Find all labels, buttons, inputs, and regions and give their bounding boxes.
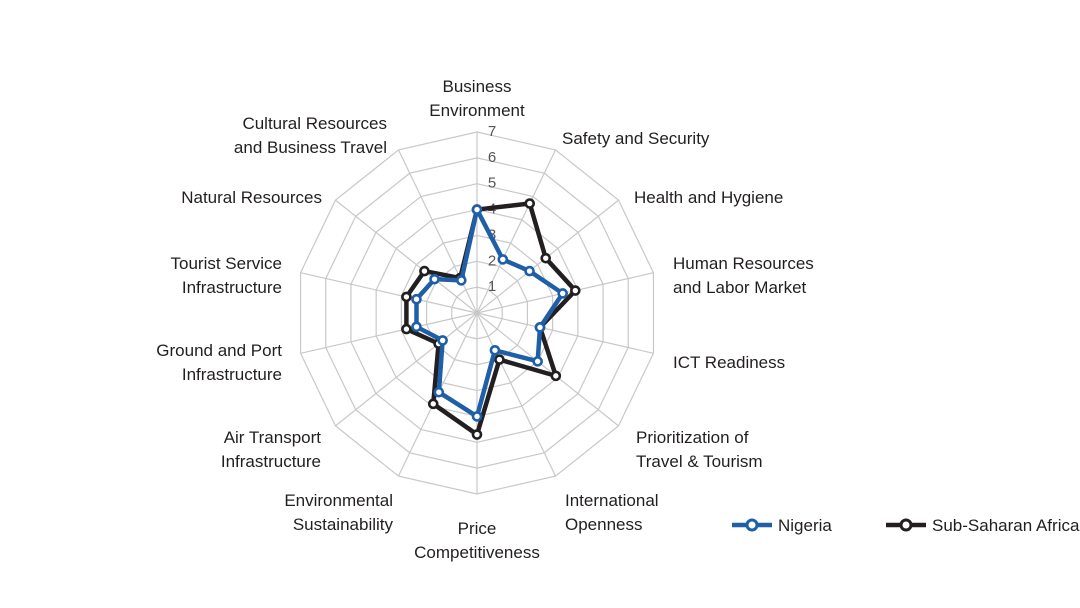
tick-label: 2 — [488, 252, 496, 269]
data-point — [411, 293, 422, 305]
data-point — [540, 252, 552, 264]
legend-swatch-marker — [745, 518, 759, 532]
tick-label: 6 — [488, 149, 496, 166]
category-label: Tourist Service Infrastructure — [171, 254, 282, 297]
data-point — [437, 335, 448, 346]
legend-item: Nigeria — [732, 516, 832, 535]
data-point — [471, 204, 483, 215]
category-label: Natural Resources — [181, 188, 322, 207]
category-label: Health and Hygiene — [634, 188, 783, 207]
data-point — [550, 370, 562, 382]
category-label: Cultural Resources and Business Travel — [234, 114, 387, 157]
category-label: Price Competitiveness — [414, 519, 540, 562]
legend-swatch-marker — [899, 518, 913, 532]
grid-spoke — [476, 312, 654, 354]
data-point — [524, 198, 536, 209]
data-point — [497, 254, 509, 265]
data-point — [524, 265, 535, 277]
category-label: International Openness — [565, 491, 659, 534]
legend-label: Nigeria — [778, 516, 832, 535]
data-point — [494, 354, 505, 365]
data-point — [433, 386, 445, 398]
legend: Nigeria Sub-Saharan Africa — [732, 516, 1080, 535]
data-point — [455, 275, 467, 286]
data-point — [471, 429, 483, 440]
grid-spoke — [476, 312, 619, 427]
legend-item: Sub-Saharan Africa — [886, 516, 1080, 535]
tick-label: 5 — [488, 175, 496, 192]
data-point — [557, 288, 569, 299]
category-labels: Business Environment Safety and Security He… — [156, 77, 813, 562]
data-point — [489, 344, 501, 356]
category-label: Environmental Sustainability — [284, 491, 393, 534]
category-label: Human Resources and Labor Market — [673, 254, 814, 297]
data-point — [401, 291, 412, 303]
grid-spoke — [476, 149, 557, 314]
category-label: Business Environment — [429, 77, 525, 120]
data-point — [411, 321, 422, 333]
category-label: Air Transport Infrastructure — [221, 428, 321, 471]
data-point — [419, 265, 430, 277]
tick-label: 1 — [488, 278, 496, 295]
grid-spoke — [300, 272, 478, 314]
series-nigeria — [411, 204, 569, 422]
data-point — [401, 323, 412, 335]
data-point — [534, 322, 546, 333]
grid-spoke — [335, 312, 478, 427]
data-point — [427, 398, 439, 410]
data-point — [570, 285, 581, 296]
category-label: ICT Readiness — [673, 353, 785, 372]
tick-label: 7 — [488, 123, 496, 140]
data-point — [532, 356, 543, 367]
grid-spoke — [476, 312, 557, 477]
category-label: Prioritization of Travel & Tourism — [636, 428, 763, 471]
category-label: Ground and Port Infrastructure — [156, 341, 282, 384]
data-point — [471, 411, 483, 422]
grid-spoke — [397, 149, 478, 314]
legend-label: Sub-Saharan Africa — [932, 516, 1080, 535]
radar-grid — [299, 131, 655, 495]
grid-spoke — [335, 199, 478, 314]
series-group — [401, 198, 581, 440]
grid-spoke — [300, 312, 478, 354]
category-label: Safety and Security — [562, 129, 710, 148]
data-point — [429, 273, 440, 285]
